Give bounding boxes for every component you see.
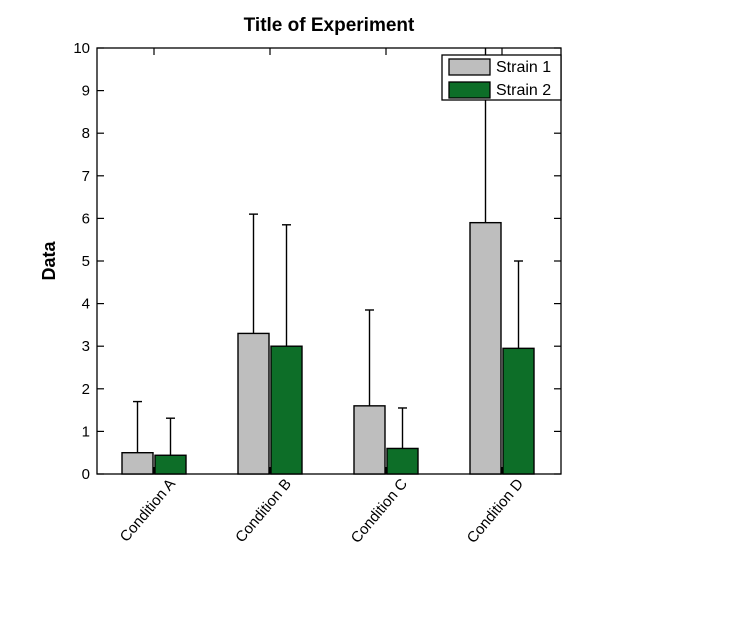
svg-text:Strain 2: Strain 2 <box>496 82 551 99</box>
svg-text:9: 9 <box>82 83 90 100</box>
svg-text:1: 1 <box>82 423 90 440</box>
svg-text:10: 10 <box>73 40 90 57</box>
svg-text:Data: Data <box>39 241 59 281</box>
svg-text:2: 2 <box>82 381 90 398</box>
svg-text:Strain 1: Strain 1 <box>496 59 551 76</box>
svg-text:8: 8 <box>82 125 90 142</box>
svg-text:Title of Experiment: Title of Experiment <box>244 15 415 36</box>
svg-text:5: 5 <box>82 253 90 270</box>
svg-text:3: 3 <box>82 338 90 355</box>
svg-text:7: 7 <box>82 168 90 185</box>
svg-text:4: 4 <box>82 296 90 313</box>
svg-text:6: 6 <box>82 210 90 227</box>
svg-text:0: 0 <box>82 466 90 483</box>
